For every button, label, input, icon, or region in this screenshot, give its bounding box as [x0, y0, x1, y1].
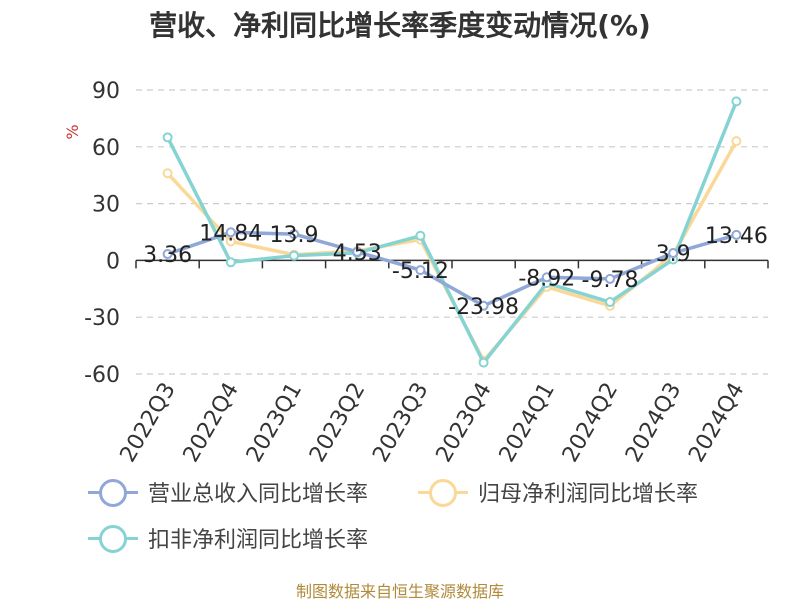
data-label: -5.12 [392, 259, 449, 284]
x-tick-label: 2024Q3 [621, 379, 686, 467]
data-point [415, 265, 426, 276]
legend-label: 扣非净利润同比增长率 [148, 528, 369, 553]
data-label: 3.9 [656, 242, 691, 267]
data-point [731, 96, 742, 107]
data-point [731, 229, 742, 240]
data-point [289, 229, 299, 240]
data-labels: 3.36 14.84 13.9 4.53 -5.12 -23.98 -8.92 -9.78 3.… [143, 221, 768, 319]
x-tick-label: 2022Q3 [115, 379, 180, 467]
y-tick-label: -60 [84, 363, 120, 388]
data-point [605, 273, 615, 284]
legend-marker-icon [88, 474, 138, 510]
x-tick-label: 2023Q1 [242, 379, 307, 467]
series-line [166, 100, 739, 365]
data-label: 4.53 [333, 241, 382, 266]
y-axis-unit: % [63, 124, 82, 139]
series-line [167, 230, 737, 308]
x-tick-label: 2024Q4 [684, 379, 749, 467]
data-label: 14.84 [199, 221, 262, 246]
series-lines [162, 96, 742, 368]
data-point [541, 272, 552, 283]
x-tick-label: 2023Q4 [431, 378, 496, 466]
y-tick-label: -30 [84, 306, 120, 331]
data-point [668, 248, 679, 259]
data-point [289, 250, 299, 261]
x-tick-label: 2022Q4 [179, 379, 244, 467]
data-label: 3.36 [143, 243, 192, 268]
legend-label: 归母净利润同比增长率 [478, 482, 699, 507]
data-point [415, 230, 426, 241]
y-tick-label: 30 [92, 193, 120, 218]
data-point [162, 249, 173, 260]
data-point [605, 297, 615, 308]
series-line [166, 140, 738, 363]
data-label: -23.98 [448, 295, 519, 320]
legend-label: 营业总收入同比增长率 [148, 482, 369, 507]
y-tick-label: 90 [92, 79, 120, 104]
data-point [225, 236, 236, 247]
data-point [162, 168, 173, 179]
x-tick-label: 2024Q2 [558, 379, 623, 467]
x-tick-label: 2024Q1 [495, 379, 560, 467]
data-point [478, 357, 489, 368]
data-point [352, 246, 363, 257]
data-point [225, 257, 236, 268]
x-tick-label: 2023Q3 [368, 379, 433, 467]
data-label: -8.92 [518, 266, 575, 291]
y-tick-label: 0 [106, 249, 120, 274]
legend-item-deducted-profit[interactable]: 扣非净利润同比增长率 [88, 520, 368, 556]
data-point [731, 136, 742, 147]
legend-marker-icon [88, 520, 138, 556]
source-note: 制图数据来自恒生聚源数据库 [295, 582, 504, 601]
data-label: 13.46 [705, 224, 768, 249]
legend-item-revenue[interactable]: 营业总收入同比增长率 [88, 474, 368, 510]
data-point [225, 227, 236, 238]
data-point [162, 132, 173, 143]
data-label: -9.78 [582, 268, 639, 293]
data-point [478, 300, 489, 311]
x-tick-label: 2023Q2 [305, 379, 370, 467]
legend-item-net-profit[interactable]: 归母净利润同比增长率 [418, 474, 698, 510]
y-tick-label: 60 [92, 136, 120, 161]
legend-marker-icon [418, 474, 468, 510]
data-label: 13.9 [270, 223, 319, 248]
chart-title: 营收、净利同比增长率季度变动情况(%) [149, 9, 651, 42]
